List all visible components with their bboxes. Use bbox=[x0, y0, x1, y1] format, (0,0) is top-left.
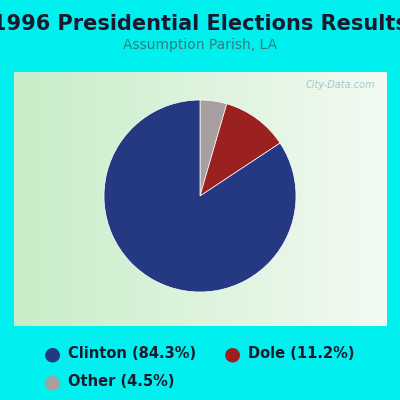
Text: ●: ● bbox=[44, 372, 60, 392]
Wedge shape bbox=[200, 104, 280, 196]
Wedge shape bbox=[104, 100, 296, 292]
Text: 1996 Presidential Elections Results: 1996 Presidential Elections Results bbox=[0, 14, 400, 34]
Text: Assumption Parish, LA: Assumption Parish, LA bbox=[123, 38, 277, 52]
Text: Clinton (84.3%): Clinton (84.3%) bbox=[68, 346, 196, 362]
Text: ●: ● bbox=[44, 344, 60, 364]
Text: City-Data.com: City-Data.com bbox=[305, 80, 375, 90]
Text: ●: ● bbox=[224, 344, 240, 364]
Text: Dole (11.2%): Dole (11.2%) bbox=[248, 346, 354, 362]
Wedge shape bbox=[200, 100, 227, 196]
Text: Other (4.5%): Other (4.5%) bbox=[68, 374, 174, 390]
